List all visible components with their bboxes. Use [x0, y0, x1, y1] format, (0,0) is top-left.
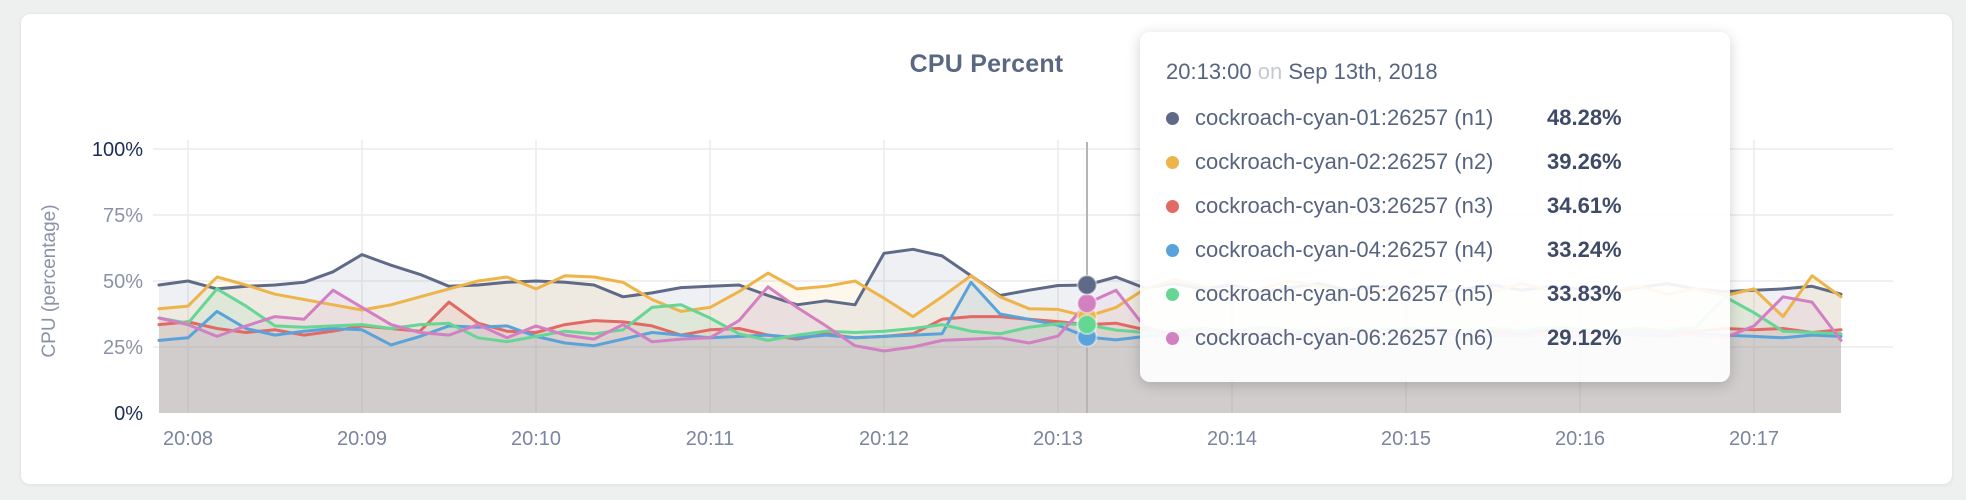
tooltip-date: Sep 13th, 2018 [1288, 59, 1438, 84]
series-area [159, 302, 1841, 413]
y-axis-tick-label: 50% [103, 271, 143, 293]
tooltip-row: cockroach-cyan-06:26257 (n6) 29.12% [1166, 316, 1704, 360]
x-axis-tick-label: 20:17 [1729, 428, 1779, 450]
tooltip-series-value: 33.83% [1547, 281, 1622, 306]
series-color-dot-icon [1166, 331, 1179, 345]
tooltip-timestamp: 20:13:00 on Sep 13th, 2018 [1166, 56, 1704, 88]
x-axis-tick-label: 20:16 [1555, 428, 1605, 450]
x-axis-tick-label: 20:11 [686, 428, 735, 450]
tooltip-series-name: cockroach-cyan-04:26257 (n4) [1195, 237, 1494, 262]
tooltip-series-value: 48.28% [1547, 105, 1622, 130]
series-color-dot-icon [1166, 111, 1179, 125]
hover-tooltip: 20:13:00 on Sep 13th, 2018 cockroach-cya… [1140, 32, 1730, 382]
tooltip-series-value: 29.12% [1547, 325, 1622, 350]
tooltip-series-name: cockroach-cyan-02:26257 (n2) [1195, 149, 1494, 174]
tooltip-conjunction: on [1257, 59, 1283, 84]
tooltip-row: cockroach-cyan-05:26257 (n5) 33.83% [1166, 272, 1704, 316]
y-axis-tick-label: 25% [103, 337, 143, 359]
x-axis-tick-label: 20:13 [1033, 428, 1083, 450]
hover-dot [1076, 314, 1098, 336]
tooltip-row: cockroach-cyan-01:26257 (n1) 48.28% [1166, 96, 1704, 140]
tooltip-series-value: 39.26% [1547, 149, 1622, 174]
chart-title: CPU Percent [909, 50, 1064, 78]
x-axis-tick-label: 20:12 [859, 428, 909, 450]
tooltip-series-name: cockroach-cyan-06:26257 (n6) [1195, 325, 1494, 350]
tooltip-series-value: 34.61% [1547, 193, 1622, 218]
y-axis-title: CPU (percentage) [39, 204, 60, 357]
y-axis-tick-label: 100% [92, 139, 143, 161]
tooltip-time: 20:13:00 [1166, 59, 1252, 84]
tooltip-series-name: cockroach-cyan-03:26257 (n3) [1195, 193, 1494, 218]
tooltip-row: cockroach-cyan-03:26257 (n3) 34.61% [1166, 184, 1704, 228]
series-color-dot-icon [1166, 243, 1179, 257]
hover-dot [1076, 292, 1098, 314]
x-axis-tick-label: 20:09 [337, 428, 387, 450]
y-axis-tick-label: 0% [114, 403, 143, 425]
x-axis-tick-label: 20:14 [1207, 428, 1257, 450]
x-axis-tick-label: 20:15 [1381, 428, 1431, 450]
series-color-dot-icon [1166, 199, 1179, 213]
tooltip-row: cockroach-cyan-02:26257 (n2) 39.26% [1166, 140, 1704, 184]
tooltip-series-value: 33.24% [1547, 237, 1622, 262]
tooltip-row: cockroach-cyan-04:26257 (n4) 33.24% [1166, 228, 1704, 272]
hover-dot [1076, 274, 1098, 296]
x-axis-tick-label: 20:10 [511, 428, 561, 450]
series-color-dot-icon [1166, 287, 1179, 301]
x-axis-tick-label: 20:08 [163, 428, 213, 450]
tooltip-series-name: cockroach-cyan-05:26257 (n5) [1195, 281, 1494, 306]
tooltip-series-name: cockroach-cyan-01:26257 (n1) [1195, 105, 1494, 130]
tooltip-rows: cockroach-cyan-01:26257 (n1) 48.28% cockro… [1166, 96, 1704, 360]
y-axis-tick-label: 75% [103, 205, 143, 227]
series-color-dot-icon [1166, 155, 1179, 169]
